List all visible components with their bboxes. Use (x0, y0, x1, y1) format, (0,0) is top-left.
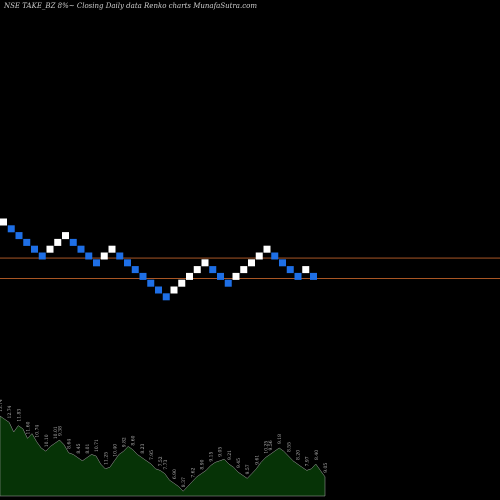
renko-brick-16 (124, 259, 131, 267)
renko-brick-18 (139, 272, 147, 280)
renko-brick-12 (93, 259, 100, 267)
volume-label-20: 6.90 (172, 469, 178, 479)
volume-label-17: 7.95 (149, 450, 155, 460)
volume-label-14: 9.82 (122, 437, 128, 447)
renko-brick-35 (271, 252, 279, 260)
renko-brick-0 (0, 218, 7, 226)
renko-brick-30 (232, 272, 240, 280)
volume-label-33: 8.55 (286, 442, 292, 452)
volume-label-23: 8.90 (199, 459, 205, 469)
renko-brick-7 (54, 238, 62, 246)
volume-label-29: 9.61 (254, 455, 260, 465)
volume-label-16: 8.23 (140, 443, 146, 453)
volume-label-7: 9.38 (58, 426, 64, 436)
renko-brick-17 (131, 266, 139, 274)
renko-brick-25 (193, 266, 201, 274)
renko-brick-22 (170, 286, 178, 294)
volume-label-28: 9.57 (245, 464, 251, 474)
renko-brick-3 (23, 238, 31, 246)
renko-brick-33 (255, 252, 263, 260)
volume-label-15: 8.60 (131, 435, 137, 445)
volume-label-3: 11.60 (26, 421, 32, 434)
renko-brick-4 (31, 245, 38, 253)
renko-brick-15 (116, 252, 124, 260)
volume-area (0, 415, 326, 497)
renko-brick-29 (224, 279, 232, 287)
renko-brick-20 (155, 286, 162, 294)
volume-label-5: 10.10 (44, 434, 50, 447)
volume-label-21: 8.37 (181, 477, 187, 487)
volume-label-36: 8.40 (314, 450, 320, 460)
volume-label-35: 7.97 (305, 456, 311, 466)
volume-label-12: 11.25 (103, 452, 109, 465)
volume-label-1: 12.74 (7, 405, 13, 418)
renko-brick-24 (186, 272, 193, 280)
renko-brick-1 (7, 225, 15, 233)
renko-brick-37 (286, 266, 294, 274)
renko-brick-19 (147, 279, 155, 287)
volume-label-34: 8.20 (296, 450, 302, 460)
renko-brick-32 (248, 259, 255, 267)
renko-brick-14 (108, 245, 116, 253)
volume-label-24: 9.15 (209, 451, 215, 461)
renko-brick-39 (302, 266, 310, 274)
renko-brick-6 (46, 245, 54, 253)
volume-label-31: 9.56 (268, 440, 274, 450)
renko-brick-28 (217, 272, 224, 280)
volume-label-9: 8.45 (76, 443, 82, 453)
renko-brick-2 (15, 232, 23, 240)
volume-label-37: 9.05 (323, 463, 329, 473)
volume-label-19: 7.73 (163, 459, 169, 469)
volume-label-6: 10.01 (53, 426, 59, 439)
volume-label-32: 9.18 (277, 434, 283, 444)
volume-label-10: 8.01 (85, 443, 91, 453)
renko-brick-27 (209, 266, 217, 274)
renko-brick-5 (38, 252, 46, 260)
renko-brick-36 (279, 259, 286, 267)
renko-brick-38 (294, 272, 302, 280)
renko-brick-8 (62, 232, 69, 240)
volume-label-13: 10.40 (112, 444, 118, 457)
volume-label-18: 7.52 (158, 456, 164, 466)
renko-brick-31 (240, 266, 248, 274)
chart-title: NSE TAKE_BZ 8%~ Closing Daily data Renko… (4, 2, 257, 10)
volume-label-2: 11.83 (16, 409, 22, 422)
renko-brick-23 (178, 279, 186, 287)
renko-brick-40 (310, 272, 317, 280)
volume-label-8: 8.64 (67, 439, 73, 449)
volume-label-4: 10.74 (35, 425, 41, 438)
renko-brick-9 (69, 238, 77, 246)
volume-label-30: 10.25 (264, 441, 270, 454)
renko-brick-26 (201, 259, 209, 267)
renko-brick-10 (77, 245, 85, 253)
renko-brick-13 (100, 252, 108, 260)
renko-brick-21 (162, 293, 170, 301)
volume-label-0: 13.74 (0, 399, 4, 412)
renko-brick-34 (263, 245, 271, 253)
volume-label-22: 7.62 (190, 467, 196, 477)
volume-label-26: 9.21 (227, 450, 233, 460)
volume-label-25: 9.05 (218, 447, 224, 457)
volume-label-27: 9.45 (236, 458, 242, 468)
renko-brick-11 (85, 252, 93, 260)
volume-label-11: 10.71 (94, 439, 100, 452)
